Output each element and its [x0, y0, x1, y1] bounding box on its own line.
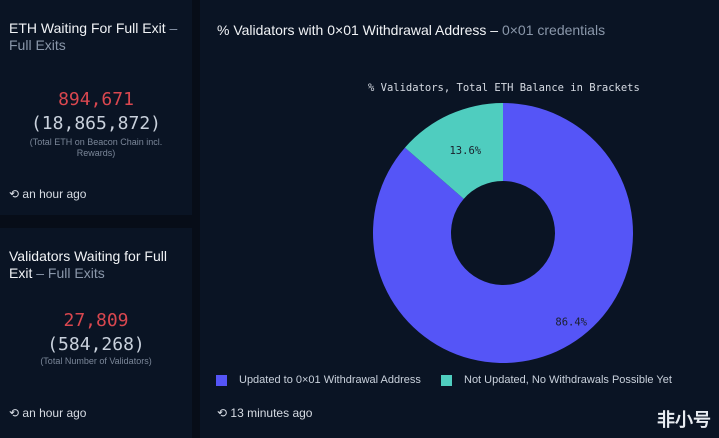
timestamp: ⟲ an hour ago: [9, 406, 87, 420]
slice-label: 86.4%: [555, 316, 587, 328]
stat-value: 894,671: [58, 89, 134, 110]
stat-note: (Total ETH on Beacon Chain incl. Rewards…: [29, 137, 163, 158]
panel-title: % Validators with 0×01 Withdrawal Addres…: [217, 22, 606, 38]
stat-total: (584,268): [47, 334, 145, 355]
watermark-logo: 非小号: [657, 410, 711, 430]
timestamp: ⟲ 13 minutes ago: [217, 406, 313, 420]
donut-chart: 86.4% 13.6%: [373, 103, 634, 363]
donut-slice[interactable]: [373, 103, 634, 363]
stat-note: (Total Number of Validators): [40, 356, 152, 366]
legend-swatch: [216, 374, 227, 386]
history-icon: ⟲: [9, 187, 20, 201]
card-validators-waiting: Validators Waiting for Full Exit – Full …: [0, 228, 192, 438]
slice-label: 13.6%: [449, 145, 481, 157]
timestamp: ⟲ an hour ago: [9, 187, 87, 201]
card-title: ETH Waiting For Full Exit – Full Exits: [9, 20, 178, 53]
history-icon: ⟲: [9, 406, 20, 420]
legend-swatch: [441, 374, 452, 386]
chart-panel: % Validators with 0×01 Withdrawal Addres…: [200, 0, 719, 438]
donut-slice[interactable]: [404, 103, 503, 199]
card-title: Validators Waiting for Full Exit – Full …: [9, 248, 167, 281]
stat-total: (18,865,872): [30, 113, 162, 134]
legend-item-not-updated[interactable]: Not Updated, No Withdrawals Possible Yet: [441, 374, 672, 386]
card-eth-waiting: ETH Waiting For Full Exit – Full Exits 8…: [0, 0, 192, 215]
stat-value: 27,809: [63, 310, 129, 331]
history-icon: ⟲: [217, 406, 228, 420]
chart-title: % Validators, Total ETH Balance in Brack…: [368, 82, 640, 94]
legend-item-updated[interactable]: Updated to 0×01 Withdrawal Address: [216, 374, 421, 386]
